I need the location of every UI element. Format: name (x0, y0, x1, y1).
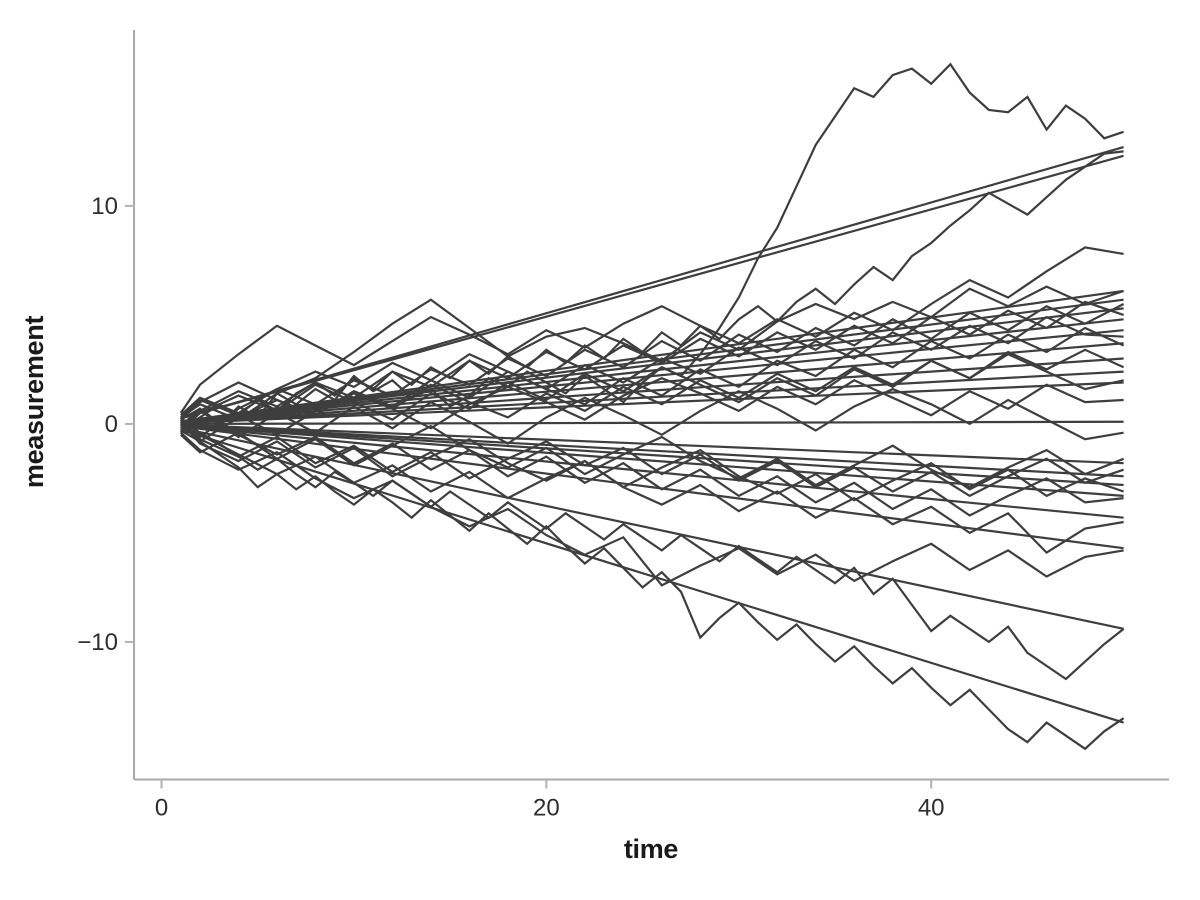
walk-line-11 (180, 377, 1124, 437)
walk-line-1 (180, 62, 1124, 428)
walk-line-6 (180, 303, 1125, 439)
y-axis-title: measurement (19, 316, 49, 489)
x-axis-title: time (624, 834, 679, 864)
x-tick-label: 20 (533, 795, 560, 822)
walk-line-16 (180, 409, 1124, 517)
fit-line-10 (180, 370, 1124, 424)
fit-line-16 (180, 424, 1124, 497)
x-tick-label: 40 (918, 795, 945, 822)
walk-line-20 (180, 429, 1125, 751)
fit-line-7 (180, 329, 1124, 424)
series-layer (179, 62, 1125, 751)
walk-line-10 (180, 352, 1124, 443)
y-tick-label: −10 (77, 629, 118, 656)
fit-line-14 (180, 423, 1124, 478)
fit-line-1 (180, 146, 1124, 420)
fit-line-20 (180, 428, 1124, 724)
walk-line-4 (179, 246, 1124, 414)
fit-line-12 (180, 420, 1124, 426)
walk-line-12 (180, 387, 1124, 445)
fit-line-6 (180, 318, 1124, 423)
axis-layer: 0 20 40 −10 0 10 (77, 30, 1169, 822)
walk-line-7 (180, 315, 1124, 417)
fit-line-2 (180, 154, 1124, 420)
fit-line-17 (180, 424, 1124, 519)
fit-line-18 (180, 425, 1124, 550)
walk-line-2 (180, 150, 1124, 430)
y-tick-label: 0 (105, 411, 118, 438)
y-tick-label: 10 (91, 193, 118, 220)
fit-line-13 (180, 423, 1124, 465)
fit-line-15 (180, 424, 1124, 487)
x-tick-label: 0 (155, 795, 168, 822)
fit-line-19 (180, 427, 1124, 630)
walk-line-19 (180, 418, 1125, 681)
fit-line-9 (180, 357, 1124, 424)
